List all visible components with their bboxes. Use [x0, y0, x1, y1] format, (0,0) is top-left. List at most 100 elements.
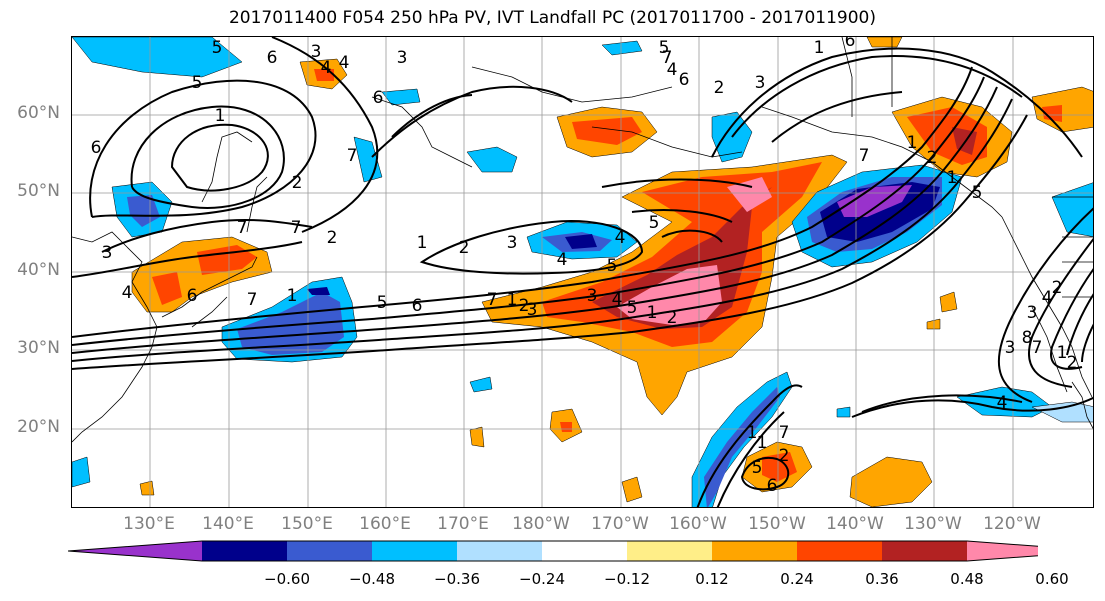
- contour-label: 6: [679, 70, 690, 90]
- contour-label: 1: [215, 106, 226, 126]
- colorbar-segment: [287, 541, 372, 561]
- contour-label: 6: [187, 286, 198, 306]
- contour-label: 2: [292, 173, 303, 193]
- contour-label: 3: [1027, 303, 1038, 323]
- lon-label: 120°W: [983, 514, 1041, 534]
- colorbar-tick-label: −0.12: [604, 570, 650, 588]
- shade-nw-cyan: [72, 37, 243, 78]
- contour-label: 2: [779, 446, 790, 466]
- colorbar-tick-label: −0.36: [434, 570, 480, 588]
- lat-label: 50°N: [17, 181, 60, 201]
- contour-label: 3: [755, 73, 766, 93]
- colorbar-segment: [967, 541, 1038, 561]
- contour-label: 4: [612, 290, 623, 310]
- contour-label: 7: [859, 146, 870, 166]
- contour-label: 7: [662, 48, 673, 68]
- lon-label: 160°E: [359, 514, 411, 534]
- contour-label: 7: [291, 218, 302, 238]
- contour-label: 7: [347, 146, 358, 166]
- contour-label: 3: [587, 286, 598, 306]
- colorbar-segment: [68, 541, 202, 561]
- lon-label: 140°E: [202, 514, 254, 534]
- colorbar-segment: [457, 541, 542, 561]
- contour-label: 3: [507, 233, 518, 253]
- contour-label: 3: [527, 300, 538, 320]
- map-title: 2017011400 F054 250 hPa PV, IVT Landfall…: [228, 8, 876, 28]
- contour-label: 2: [1067, 353, 1078, 373]
- colorbar-tick-label: −0.24: [519, 570, 565, 588]
- lon-label: 180°W: [512, 514, 570, 534]
- contour-label: 1: [757, 433, 768, 453]
- colorbar-tick-label: 0.48: [950, 570, 984, 588]
- colorbar-tick-label: 0.60: [1035, 570, 1069, 588]
- lon-label: 130°W: [904, 514, 962, 534]
- contour-label: 1: [907, 133, 918, 153]
- colorbar-segment: [372, 541, 457, 561]
- contour-label: 3: [1005, 338, 1016, 358]
- contour-label: 5: [192, 73, 203, 93]
- contour-label: 7: [237, 218, 248, 238]
- contour-label: 5: [212, 38, 223, 58]
- pv-contours: [72, 37, 1093, 507]
- colorbar-tick-label: 0.12: [695, 570, 729, 588]
- contour-label: 6: [267, 48, 278, 68]
- contour-label: 2: [1052, 278, 1063, 298]
- contour-label: 3: [311, 42, 322, 62]
- colorbar-segment: [797, 541, 882, 561]
- contour-label: 7: [1032, 338, 1043, 358]
- contour-label: 1: [814, 38, 825, 58]
- shade-plume-darkred: [592, 187, 772, 329]
- contour-label: 3: [102, 243, 113, 263]
- contour-label: 5: [607, 256, 618, 276]
- contour-label: 4: [339, 53, 350, 73]
- lon-label: 130°E: [123, 514, 175, 534]
- lat-label: 40°N: [17, 260, 60, 280]
- contour-label: 3: [397, 48, 408, 68]
- contour-label: 2: [327, 228, 338, 248]
- colorbar-segment: [542, 541, 627, 561]
- contour-label: 5: [649, 213, 660, 233]
- contour-label: 2: [667, 308, 678, 328]
- contour-label: 1: [947, 168, 958, 188]
- lon-label: 140°W: [826, 514, 884, 534]
- contour-label: 4: [557, 250, 568, 270]
- colorbar-tick-label: 0.36: [865, 570, 899, 588]
- contour-label: 1: [507, 290, 518, 310]
- colorbar-tick-label: 0.24: [780, 570, 814, 588]
- contour-label: 4: [321, 58, 332, 78]
- lon-label: 170°E: [437, 514, 489, 534]
- colorbar-segment: [882, 541, 967, 561]
- contour-label: 7: [779, 423, 790, 443]
- contour-label: 6: [91, 138, 102, 158]
- contour-label: 7: [487, 290, 498, 310]
- lon-label: 150°E: [281, 514, 333, 534]
- colorbar-outline: [68, 540, 1038, 562]
- contour-label: 2: [927, 148, 938, 168]
- shading-layer: [72, 37, 1093, 507]
- colorbar-segment: [202, 541, 287, 561]
- lat-label: 20°N: [17, 417, 60, 437]
- contour-label: 5: [752, 458, 763, 478]
- contour-label: 6: [767, 476, 778, 496]
- contour-label: 1: [1057, 343, 1068, 363]
- lon-label: 150°W: [748, 514, 806, 534]
- contour-label: 2: [714, 78, 725, 98]
- contour-label: 5: [627, 298, 638, 318]
- contour-label: 5: [659, 38, 670, 58]
- contour-label: 7: [247, 290, 258, 310]
- colorbar-segment: [627, 541, 712, 561]
- contour-label: 2: [459, 238, 470, 258]
- contour-label: 1: [647, 303, 658, 323]
- lon-label: 170°W: [591, 514, 649, 534]
- contour-label: 5: [972, 183, 983, 203]
- contour-label: 4: [615, 228, 626, 248]
- contour-label: 6: [373, 88, 384, 108]
- contour-label: 4: [997, 393, 1008, 413]
- contour-label: 4: [122, 283, 133, 303]
- contour-label: 2: [519, 296, 530, 316]
- contour-label: 4: [667, 60, 678, 80]
- contour-label: 1: [747, 423, 758, 443]
